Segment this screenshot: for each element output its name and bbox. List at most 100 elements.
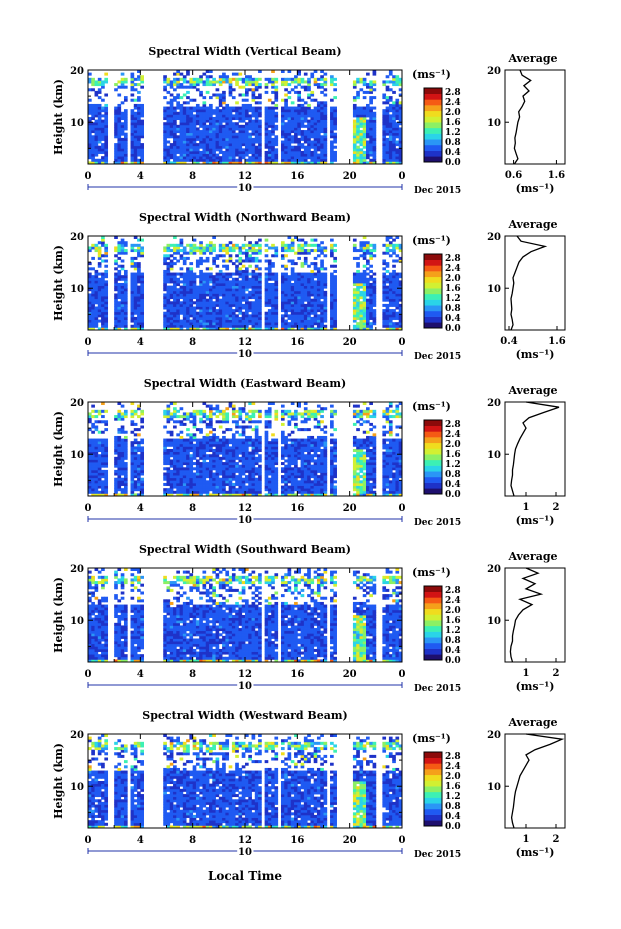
- heatmap-cell: [117, 309, 122, 313]
- heatmap-cell: [290, 77, 295, 81]
- heatmap-cell: [222, 96, 226, 100]
- heatmap-cell: [88, 272, 92, 276]
- heatmap-cell: [133, 114, 138, 118]
- heatmap-cell: [362, 140, 367, 144]
- heatmap-cell: [303, 109, 308, 113]
- heatmap-cell: [137, 309, 141, 313]
- heatmap-cell: [169, 464, 174, 468]
- heatmap-cell: [225, 135, 230, 139]
- heatmap-cell: [333, 301, 337, 305]
- heatmap-cell: [218, 148, 223, 152]
- heatmap-cell: [248, 75, 252, 79]
- heatmap-cell: [280, 145, 285, 149]
- heatmap-cell: [290, 293, 295, 297]
- heatmap-cell: [215, 130, 220, 134]
- heatmap-cell: [228, 85, 233, 89]
- heatmap-cell: [192, 449, 197, 453]
- heatmap-cell: [173, 322, 177, 326]
- heatmap-cell: [284, 93, 288, 97]
- heatmap-cell: [248, 119, 252, 123]
- heatmap-cell: [307, 277, 311, 281]
- heatmap-cell: [362, 309, 367, 313]
- heatmap-cell: [205, 275, 210, 279]
- heatmap-cell: [310, 114, 315, 118]
- heatmap-cell: [310, 319, 315, 323]
- heatmap-cell: [140, 303, 144, 307]
- heatmap-cell: [369, 306, 373, 310]
- heatmap-cell: [241, 85, 246, 89]
- heatmap-cell: [91, 451, 95, 455]
- heatmap-cell: [251, 314, 256, 318]
- heatmap-cell: [205, 433, 210, 437]
- heatmap-cell: [235, 272, 239, 276]
- heatmap-cell: [303, 117, 308, 121]
- heatmap-cell: [395, 83, 400, 87]
- heatmap-cell: [316, 280, 321, 284]
- heatmap-cell: [395, 75, 400, 79]
- heatmap-cell: [182, 441, 187, 445]
- heatmap-cell: [251, 137, 256, 141]
- heatmap-cell: [274, 296, 279, 300]
- heatmap-cell: [192, 475, 197, 479]
- heatmap-cell: [222, 156, 226, 160]
- heatmap-cell: [238, 303, 243, 307]
- heatmap-cell: [228, 272, 233, 276]
- heatmap-cell: [385, 316, 390, 320]
- heatmap-cell: [218, 98, 223, 102]
- heatmap-cell: [313, 117, 318, 121]
- heatmap-cell: [274, 103, 279, 107]
- heatmap-cell: [330, 306, 334, 310]
- heatmap-cell: [120, 283, 125, 287]
- heatmap-cell: [192, 485, 197, 489]
- heatmap-cell: [130, 77, 135, 81]
- heatmap-cell: [182, 256, 187, 260]
- heatmap-cell: [287, 156, 292, 160]
- heatmap-cell: [372, 80, 377, 84]
- heatmap-cell: [248, 122, 252, 126]
- heatmap-cell: [202, 83, 207, 87]
- heatmap-cell: [166, 109, 171, 113]
- heatmap-cell: [356, 306, 360, 310]
- heatmap-cell: [251, 153, 256, 157]
- heatmap-cell: [392, 148, 396, 152]
- heatmap-cell: [235, 111, 239, 115]
- heatmap-cell: [366, 143, 370, 147]
- heatmap-cell: [215, 290, 220, 294]
- heatmap-cell: [362, 269, 367, 273]
- heatmap-cell: [209, 319, 213, 323]
- heatmap-cell: [199, 150, 203, 154]
- heatmap-cell: [297, 324, 301, 328]
- heatmap-cell: [133, 319, 138, 323]
- heatmap-cell: [222, 293, 226, 297]
- heatmap-cell: [205, 306, 210, 310]
- heatmap-cell: [385, 111, 390, 115]
- heatmap-cell: [205, 475, 210, 479]
- heatmap-cell: [330, 109, 334, 113]
- heatmap-cell: [140, 109, 144, 113]
- heatmap-cell: [222, 246, 226, 250]
- heatmap-cell: [316, 158, 321, 162]
- heatmap-cell: [297, 106, 301, 110]
- heatmap-cell: [280, 290, 285, 294]
- heatmap-cell: [114, 482, 118, 486]
- heatmap-cell: [202, 122, 207, 126]
- heatmap-cell: [372, 137, 377, 141]
- heatmap-cell: [173, 415, 177, 419]
- heatmap-cell: [362, 327, 367, 331]
- heatmap-cell: [359, 303, 364, 307]
- heatmap-cell: [120, 285, 125, 289]
- heatmap-cell: [169, 254, 174, 258]
- heatmap-cell: [215, 109, 220, 113]
- heatmap-cell: [395, 122, 400, 126]
- heatmap-cell: [91, 283, 95, 287]
- heatmap-cell: [352, 153, 357, 157]
- heatmap-cell: [313, 80, 318, 84]
- heatmap-cell: [372, 83, 377, 87]
- day-label: 10: [238, 183, 252, 194]
- heatmap-cell: [254, 327, 259, 331]
- heatmap-cell: [290, 324, 295, 328]
- heatmap-cell: [356, 303, 360, 307]
- heatmap-cell: [189, 415, 194, 419]
- heatmap-cell: [209, 127, 213, 131]
- heatmap-cell: [202, 482, 207, 486]
